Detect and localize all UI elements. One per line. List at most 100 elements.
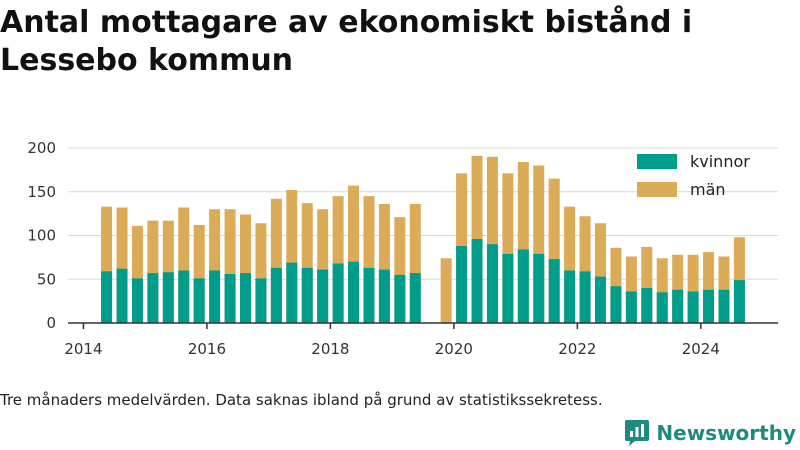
bar-women-30	[579, 271, 591, 323]
bar-men-28	[548, 178, 560, 323]
footnote: Tre månaders medelvärden. Data saknas ib…	[0, 391, 603, 409]
x-tick-label-2016: 2016	[188, 340, 226, 358]
x-tick-label-2024: 2024	[682, 340, 720, 358]
bar-women-39	[718, 289, 730, 323]
y-tick-label-50: 50	[37, 270, 56, 288]
bar-men-11	[270, 198, 282, 323]
bar-men-26	[517, 162, 529, 323]
y-axis-ticks: 0 50 100 150 200	[27, 139, 56, 332]
bar-men-12	[286, 190, 298, 323]
chart-title: Antal mottagare av ekonomiskt bistånd i …	[0, 5, 693, 78]
bar-women-38	[703, 289, 715, 323]
x-axis-ticks: 2014 2016 2018 2020 2022 2024	[64, 323, 720, 358]
bar-women-19	[394, 274, 406, 323]
bar-women-34	[641, 288, 653, 323]
legend-label-women: kvinnor	[690, 152, 750, 171]
bar-women-11	[270, 267, 282, 323]
bar-women-32	[610, 286, 622, 323]
bar-men-36	[672, 254, 684, 323]
bar-men-10	[255, 223, 267, 323]
bar-men-37	[687, 254, 699, 323]
bar-men-0	[101, 206, 113, 323]
bar-women-28	[548, 259, 560, 323]
bar-women-18	[378, 269, 390, 323]
bar-men-13	[301, 203, 313, 323]
bar-men-17	[363, 196, 375, 323]
bar-men-15	[332, 196, 344, 323]
bar-men-33	[625, 256, 637, 323]
stacked-bar-chart: 0 50 100 150 200 2014 2016 2018 2020 2022 2024 kv…	[27, 139, 778, 358]
bar-women-23	[471, 239, 483, 323]
bar-men-16	[348, 185, 360, 323]
bar-men-14	[317, 209, 329, 323]
bar-women-15	[332, 263, 344, 323]
bar-men-21	[440, 258, 452, 323]
bar-women-26	[517, 249, 529, 323]
bar-women-27	[533, 253, 545, 323]
bar-women-2	[131, 278, 143, 323]
newsworthy-brand-name: Newsworthy	[656, 421, 796, 445]
bar-women-7	[209, 270, 221, 323]
bar-women-13	[301, 267, 313, 323]
bar-men-6	[193, 225, 205, 323]
bar-women-35	[656, 292, 668, 323]
bar-men-31	[595, 223, 606, 323]
bar-men-20	[409, 204, 421, 323]
bar-women-12	[286, 262, 298, 323]
y-tick-label-150: 150	[27, 183, 56, 201]
legend-swatch-women	[637, 154, 677, 169]
bar-women-3	[147, 273, 159, 323]
x-tick-label-2018: 2018	[311, 340, 349, 358]
y-tick-label-200: 200	[27, 139, 56, 157]
bar-women-16	[348, 261, 360, 323]
bar-men-2	[131, 225, 143, 323]
bar-women-10	[255, 278, 267, 323]
y-tick-label-100: 100	[27, 227, 56, 245]
bar-men-8	[224, 209, 236, 323]
bar-women-33	[625, 291, 637, 323]
bar-men-34	[641, 246, 653, 323]
bar-women-40	[733, 280, 745, 323]
bar-women-5	[178, 270, 190, 323]
bar-women-31	[595, 276, 606, 323]
bar-women-22	[456, 246, 468, 323]
legend-swatch-men	[637, 182, 677, 197]
bar-women-29	[564, 270, 576, 323]
bar-men-27	[533, 165, 545, 323]
bar-men-38	[703, 252, 715, 323]
x-tick-label-2022: 2022	[558, 340, 596, 358]
bar-women-6	[193, 278, 205, 323]
bar-women-36	[672, 289, 684, 323]
x-tick-label-2014: 2014	[64, 340, 102, 358]
bar-women-14	[317, 269, 329, 323]
bars	[101, 155, 745, 323]
bar-men-5	[178, 207, 190, 323]
legend-label-men: män	[690, 180, 726, 199]
bar-women-1	[116, 268, 128, 323]
bar-women-4	[162, 272, 174, 323]
bar-men-25	[502, 173, 514, 323]
x-tick-label-2020: 2020	[435, 340, 473, 358]
bar-men-1	[116, 207, 128, 323]
legend: kvinnor män	[637, 152, 750, 199]
bar-women-17	[363, 267, 375, 323]
bar-women-25	[502, 253, 514, 323]
bar-men-24	[486, 156, 498, 323]
bar-men-32	[610, 247, 622, 323]
bar-men-35	[656, 258, 668, 323]
bar-women-9	[240, 273, 251, 323]
bar-men-19	[394, 217, 406, 323]
bar-women-8	[224, 274, 236, 323]
bar-women-20	[409, 273, 421, 323]
newsworthy-logo-icon	[625, 420, 650, 446]
newsworthy-logo[interactable]: Newsworthy	[624, 418, 796, 448]
y-tick-label-0: 0	[46, 314, 56, 332]
bar-men-29	[564, 206, 576, 323]
bar-men-18	[378, 204, 390, 323]
bar-women-24	[486, 244, 498, 323]
bar-men-30	[579, 216, 591, 323]
bar-women-0	[101, 271, 113, 323]
bar-men-7	[209, 209, 221, 323]
bar-men-4	[162, 220, 174, 323]
bar-men-3	[147, 220, 159, 323]
